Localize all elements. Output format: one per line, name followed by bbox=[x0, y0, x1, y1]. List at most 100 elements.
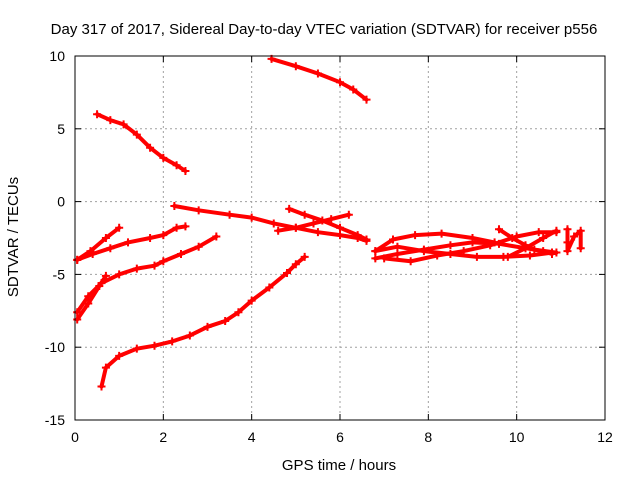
data-point-marker bbox=[336, 78, 344, 87]
y-tick-label: -15 bbox=[45, 412, 65, 428]
y-axis-ticks: -15 -10 -5 0 5 10 bbox=[45, 48, 605, 428]
data-point-marker bbox=[115, 270, 124, 279]
data-point-marker bbox=[132, 264, 141, 273]
data-point-marker bbox=[552, 226, 561, 235]
data-point-marker bbox=[300, 210, 309, 219]
data-point-marker bbox=[393, 242, 402, 251]
data-point-marker bbox=[150, 341, 159, 350]
data-point-marker bbox=[433, 251, 442, 260]
data-point-marker bbox=[570, 232, 579, 241]
series-10-track bbox=[99, 254, 307, 389]
data-point-marker bbox=[84, 299, 93, 308]
data-point-marker bbox=[291, 260, 300, 269]
series-1-track bbox=[269, 56, 369, 102]
y-axis-label: SDTVAR / TECUs bbox=[5, 177, 22, 297]
data-point-marker bbox=[274, 226, 283, 235]
data-point-marker bbox=[93, 110, 102, 119]
data-point-marker bbox=[247, 296, 256, 305]
data-point-marker bbox=[472, 252, 481, 261]
data-point-marker bbox=[269, 219, 278, 228]
data-point-marker bbox=[172, 161, 181, 170]
y-tick-label: 10 bbox=[49, 48, 65, 64]
data-point-marker bbox=[389, 235, 397, 244]
data-point-marker bbox=[300, 252, 309, 261]
data-point-marker bbox=[119, 120, 128, 129]
data-point-marker bbox=[521, 244, 530, 253]
data-point-marker bbox=[563, 247, 572, 256]
series-3-track bbox=[172, 204, 369, 243]
data-point-marker bbox=[530, 245, 539, 254]
data-point-marker bbox=[349, 85, 358, 94]
data-point-marker bbox=[181, 222, 190, 231]
data-point-marker bbox=[353, 231, 362, 240]
data-point-marker bbox=[159, 231, 168, 240]
data-point-marker bbox=[212, 232, 221, 241]
data-point-marker bbox=[234, 308, 243, 317]
x-tick-label: 12 bbox=[597, 429, 613, 445]
data-point-marker bbox=[132, 344, 141, 353]
data-point-marker bbox=[362, 235, 371, 244]
data-point-marker bbox=[576, 226, 585, 235]
data-point-marker bbox=[406, 257, 415, 266]
data-point-marker bbox=[468, 238, 477, 247]
chart-title: Day 317 of 2017, Sidereal Day-to-day VTE… bbox=[51, 21, 598, 38]
data-point-marker bbox=[194, 242, 203, 251]
data-point-marker bbox=[459, 247, 468, 256]
data-point-marker bbox=[150, 261, 159, 270]
data-point-marker bbox=[106, 244, 115, 253]
data-point-marker bbox=[159, 153, 168, 162]
data-point-marker bbox=[101, 234, 110, 242]
data-point-marker bbox=[115, 351, 124, 360]
data-point-marker bbox=[203, 322, 212, 331]
data-point-marker bbox=[101, 271, 110, 280]
data-point-marker bbox=[552, 248, 561, 257]
series-9-track bbox=[75, 273, 108, 322]
data-point-marker bbox=[313, 228, 322, 237]
x-axis-ticks: 0 2 4 6 8 10 12 bbox=[71, 56, 613, 445]
data-point-marker bbox=[313, 69, 322, 78]
data-point-marker bbox=[225, 210, 234, 219]
data-point-marker bbox=[576, 244, 585, 253]
data-point-marker bbox=[419, 247, 428, 256]
data-point-marker bbox=[194, 206, 203, 215]
data-point-marker bbox=[124, 238, 132, 247]
data-point-marker bbox=[146, 143, 155, 152]
data-point-marker bbox=[563, 238, 572, 247]
data-point-marker bbox=[283, 268, 291, 277]
x-tick-label: 6 bbox=[336, 429, 344, 445]
data-point-marker bbox=[181, 167, 190, 176]
data-point-marker bbox=[336, 223, 344, 232]
data-point-marker bbox=[95, 282, 104, 291]
data-point-marker bbox=[336, 231, 344, 240]
data-point-marker bbox=[291, 223, 300, 232]
x-tick-label: 4 bbox=[248, 429, 256, 445]
data-point-marker bbox=[371, 247, 380, 256]
data-point-marker bbox=[380, 254, 389, 263]
data-point-marker bbox=[132, 130, 141, 139]
data-point-marker bbox=[88, 250, 97, 259]
data-point-marker bbox=[563, 225, 572, 234]
data-point-marker bbox=[327, 215, 336, 224]
data-point-marker bbox=[285, 204, 294, 213]
data-point-marker bbox=[106, 116, 115, 125]
data-point-marker bbox=[371, 254, 380, 263]
y-tick-label: -5 bbox=[53, 266, 66, 282]
x-tick-label: 10 bbox=[509, 429, 525, 445]
data-point-marker bbox=[247, 213, 256, 222]
data-point-marker bbox=[309, 219, 318, 228]
data-point-marker bbox=[172, 223, 181, 232]
x-tick-label: 0 bbox=[71, 429, 79, 445]
data-point-marker bbox=[291, 62, 300, 71]
data-point-marker bbox=[437, 229, 446, 238]
data-point-marker bbox=[177, 250, 185, 259]
data-point-marker bbox=[168, 337, 177, 346]
x-axis-label: GPS time / hours bbox=[282, 457, 396, 474]
data-point-marker bbox=[97, 382, 106, 391]
data-point-marker bbox=[265, 283, 274, 292]
series-13-track bbox=[373, 244, 554, 259]
data-point-marker bbox=[534, 228, 543, 237]
data-point-marker bbox=[508, 234, 517, 242]
x-tick-label: 8 bbox=[424, 429, 432, 445]
data-point-marker bbox=[344, 210, 353, 219]
